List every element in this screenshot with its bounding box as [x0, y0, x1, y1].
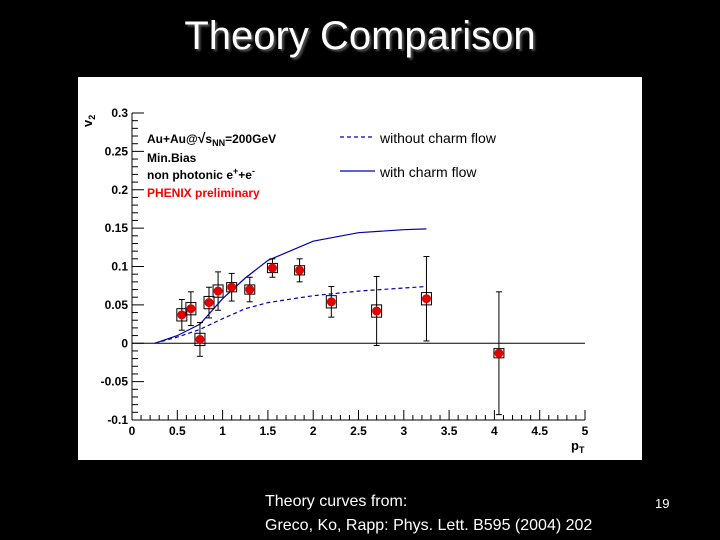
plot-panel: 0 0.5 1 1.5 2 2.5 3 3.5 4 4.5 5 -0.1 -0.05 0 0.05 0.1 0.…: [78, 77, 642, 460]
curve-with-charm-flow: [154, 228, 427, 344]
citation-line-2: Greco, Ko, Rapp: Phys. Lett. B595 (2004)…: [265, 517, 593, 534]
annotation-energy-value: =200GeV: [225, 132, 276, 146]
data-point: [371, 275, 383, 347]
y-tick-label: 0.15: [105, 221, 129, 235]
sys-error-box: [203, 295, 215, 310]
sys-error-box: [226, 282, 238, 293]
data-point: [185, 291, 197, 327]
data-marker: [195, 334, 205, 344]
legend-label-with-charm: with charm flow: [379, 164, 477, 180]
y-tick-label: -0.05: [101, 375, 129, 389]
x-tick-label: 2: [310, 424, 317, 438]
y-axis-label-text: v2: [80, 115, 97, 127]
axes: 0 0.5 1 1.5 2 2.5 3 3.5 4 4.5 5 -0.1 -0.05 0 0.05 0.1 0.…: [101, 106, 589, 438]
data-point: [420, 256, 432, 342]
data-marker: [186, 304, 196, 314]
data-point: [194, 322, 206, 357]
y-tick-label: 0.3: [111, 106, 128, 120]
sys-error-box: [493, 348, 505, 359]
x-tick-label: 1: [219, 424, 226, 438]
data-points: [176, 256, 505, 416]
electrons-sup2: -: [252, 166, 255, 176]
annotation-collaboration: PHENIX preliminary: [147, 186, 260, 200]
x-tick-label: 5: [582, 424, 589, 438]
electrons-plus: +e: [238, 168, 252, 182]
data-point: [226, 272, 238, 302]
x-label-sub: T: [579, 445, 585, 455]
data-marker: [295, 265, 305, 275]
x-tick-label: 1.5: [260, 424, 277, 438]
electrons-sup1: +: [233, 166, 238, 176]
y-tick-label: -0.1: [107, 413, 128, 427]
sys-error-box: [294, 265, 306, 276]
y-axis-label: v2: [80, 115, 97, 127]
sys-error-box: [325, 295, 337, 309]
y-tick-label: 0.25: [105, 144, 129, 158]
data-point: [493, 291, 505, 416]
x-tick-label: 3.5: [441, 424, 458, 438]
citation-line-1: Theory curves from:: [265, 493, 408, 510]
annotation-energy: Au+Au@√sNN=200GeV: [147, 130, 276, 148]
data-marker: [372, 306, 382, 316]
page-number: 19: [655, 496, 670, 511]
data-marker: [213, 286, 223, 296]
y-tick-label: 0.05: [105, 298, 129, 312]
data-marker: [204, 298, 214, 308]
sqrt-s-label: s: [205, 132, 212, 146]
annotation-electrons: non photonic e++e-: [147, 166, 255, 182]
data-point: [294, 258, 306, 283]
data-marker: [267, 263, 277, 273]
sys-error-box: [185, 302, 197, 316]
x-tick-label: 0: [129, 424, 136, 438]
data-marker: [227, 282, 237, 292]
slide-title: Theory Comparison: [184, 14, 536, 58]
data-point: [325, 285, 337, 318]
data-marker: [494, 348, 504, 358]
data-point: [244, 276, 256, 303]
x-tick-label: 4: [491, 424, 498, 438]
electrons-label: non photonic e: [147, 168, 233, 182]
x-tick-label: 4.5: [531, 424, 548, 438]
v2-vs-pt-chart: 0 0.5 1 1.5 2 2.5 3 3.5 4 4.5 5 -0.1 -0.05 0 0.05 0.1 0.…: [80, 106, 589, 455]
x-axis-label: pT: [571, 438, 585, 455]
annotation-centrality: Min.Bias: [147, 151, 197, 165]
citation: Theory curves from: Greco, Ko, Rapp: Phy…: [265, 490, 592, 538]
annotation-system: Au+Au@: [147, 132, 198, 146]
data-point: [203, 286, 215, 319]
y-tick-label: 0.2: [111, 183, 128, 197]
y-label-sub: 2: [87, 115, 97, 120]
sys-error-box: [266, 262, 278, 274]
data-point: [212, 271, 224, 311]
x-tick-label: 3: [400, 424, 407, 438]
data-marker: [421, 294, 431, 304]
sys-error-box: [420, 292, 432, 306]
data-marker: [245, 285, 255, 295]
x-label-main: p: [571, 438, 579, 453]
y-tick-label: 0: [121, 336, 128, 350]
x-tick-label: 0.5: [169, 424, 186, 438]
curve-without-charm-flow: [154, 285, 427, 344]
data-point: [266, 258, 278, 278]
sys-error-box: [371, 304, 383, 318]
sys-error-box: [244, 284, 256, 295]
data-marker: [326, 297, 336, 307]
sys-error-box: [194, 332, 206, 347]
sys-error-box: [212, 284, 224, 298]
sqrt-symbol: √: [198, 130, 206, 146]
x-tick-label: 2.5: [350, 424, 367, 438]
legend-label-without-charm: without charm flow: [379, 130, 497, 146]
theory-curves: [154, 228, 427, 344]
annotation-block: Au+Au@√sNN=200GeV Min.Bias non photonic …: [147, 130, 276, 200]
data-point: [176, 299, 188, 331]
legend: without charm flow with charm flow: [340, 130, 497, 180]
x-axis-label-text: pT: [571, 438, 585, 455]
data-marker: [177, 310, 187, 320]
y-tick-label: 0.1: [111, 260, 128, 274]
sqrt-s-subscript: NN: [212, 138, 225, 148]
y-label-main: v: [80, 119, 95, 127]
